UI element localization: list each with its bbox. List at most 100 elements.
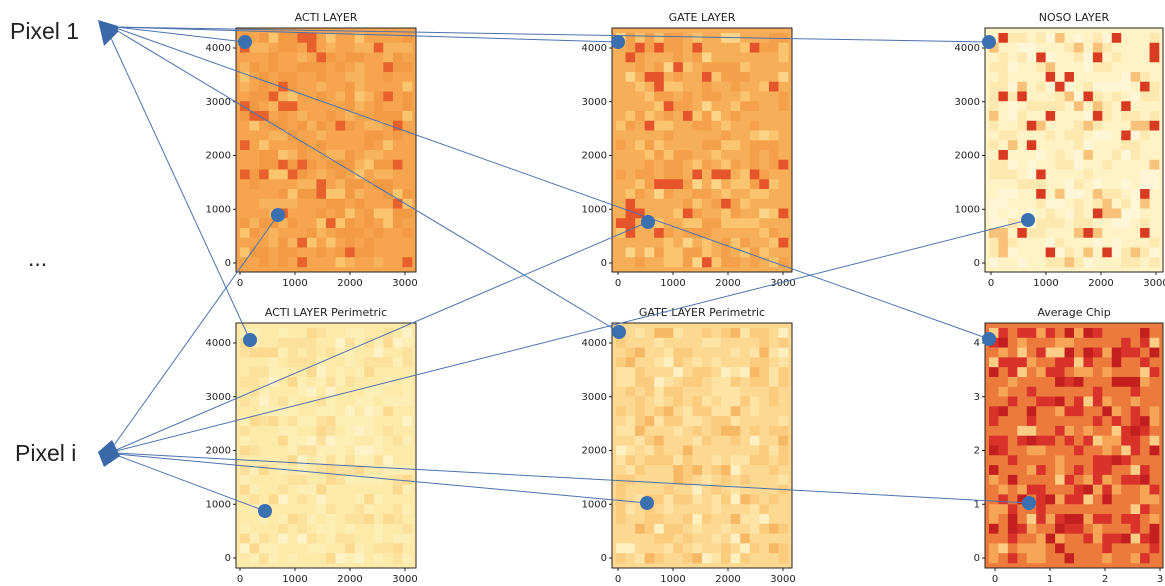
heatmap-cell — [297, 504, 308, 515]
heatmap-cell — [740, 504, 751, 515]
heatmap-cell — [364, 523, 375, 534]
heatmap-cell — [364, 504, 375, 515]
heatmap-cell — [249, 257, 260, 268]
heatmap-cell — [1083, 42, 1094, 53]
heatmap-cell — [364, 337, 375, 348]
heatmap-cell — [345, 159, 355, 170]
heatmap-cell — [1036, 198, 1046, 209]
heatmap-cell — [240, 72, 250, 83]
heatmap-cell — [625, 111, 636, 122]
heatmap-cell — [1074, 218, 1084, 229]
heatmap-cell — [1140, 130, 1150, 141]
heatmap-cell — [1092, 367, 1103, 378]
link — [115, 453, 648, 504]
heatmap-cell — [354, 218, 365, 229]
heatmap-cell — [1074, 406, 1084, 417]
heatmap-cell — [278, 218, 289, 229]
heatmap-cell — [373, 159, 384, 170]
heatmap-cell — [692, 247, 703, 258]
heatmap-cell — [1102, 52, 1113, 63]
heatmap-cell — [383, 237, 394, 248]
heatmap-cell — [635, 228, 645, 239]
heatmap-cell — [259, 337, 269, 348]
heatmap-cell — [711, 111, 722, 122]
heatmap-cell — [1130, 91, 1141, 102]
heatmap-cell — [278, 396, 289, 407]
heatmap-cell — [1036, 553, 1046, 564]
heatmap-cell — [1017, 228, 1028, 239]
heatmap-cell — [673, 72, 684, 83]
heatmap-cell — [721, 159, 731, 170]
heatmap-cell — [278, 474, 289, 485]
heatmap-cell — [1064, 386, 1075, 397]
heatmap-cell — [998, 514, 1009, 525]
heatmap-cell — [1102, 42, 1113, 53]
heatmap-cell — [721, 445, 731, 456]
heatmap-cell — [1055, 33, 1065, 44]
heatmap-cell — [1121, 416, 1131, 427]
heatmap-cell — [692, 494, 703, 505]
heatmap-cell — [1083, 120, 1094, 131]
pixel-label: Pixel i — [15, 440, 76, 466]
heatmap-cell — [778, 218, 789, 229]
y-tick-label: 4000 — [955, 43, 980, 54]
heatmap-cell — [1007, 337, 1018, 348]
heatmap-cell — [345, 328, 355, 339]
y-tick-label: 4000 — [206, 43, 231, 54]
heatmap-cell — [392, 130, 403, 141]
heatmap-cell — [316, 247, 327, 258]
heatmap-cell — [1064, 189, 1075, 200]
heatmap-cell — [1149, 257, 1160, 268]
heatmap-cell — [383, 228, 394, 239]
heatmap-cell — [721, 257, 731, 268]
heatmap-cell — [326, 376, 336, 388]
heatmap-cell — [1017, 120, 1028, 131]
heatmap-cell — [259, 101, 269, 112]
heatmap-cell — [1102, 208, 1113, 219]
heatmap-cell — [682, 465, 693, 476]
plot-frame — [984, 27, 1164, 273]
heatmap-cell — [1102, 130, 1113, 141]
heatmap-cell — [1074, 150, 1084, 161]
heatmap-cell — [711, 228, 722, 239]
heatmap-cell — [768, 494, 779, 505]
heatmap-cell — [730, 228, 741, 239]
heatmap-cell — [364, 553, 375, 564]
heatmap-cell — [335, 111, 346, 122]
heatmap-cell — [1026, 101, 1037, 112]
heatmap-cell — [364, 159, 375, 170]
heatmap-cell — [663, 494, 674, 505]
heatmap-cell — [364, 406, 375, 417]
heatmap-cell — [1140, 553, 1150, 564]
heatmap-cell — [1007, 376, 1018, 388]
heatmap-cell — [297, 189, 308, 200]
heatmap-cell — [740, 435, 751, 446]
heatmap-cell — [1130, 130, 1141, 141]
heatmap-cell — [730, 247, 741, 258]
heatmap-cell — [702, 376, 712, 388]
heatmap-cell — [740, 357, 751, 368]
heatmap-cell — [383, 523, 394, 534]
heatmap-cell — [1026, 62, 1037, 73]
heatmap-cell — [625, 347, 636, 358]
heatmap-cell — [998, 416, 1009, 427]
heatmap-cell — [306, 91, 317, 102]
heatmap-cell — [759, 523, 770, 534]
heatmap-cell — [635, 33, 645, 44]
heatmap-cell — [1121, 189, 1131, 200]
heatmap-cell — [644, 523, 655, 534]
heatmap-cell — [759, 357, 770, 368]
heatmap-cell — [259, 247, 269, 258]
heatmap-cell — [1036, 406, 1046, 417]
heatmap-cell — [654, 218, 665, 229]
heatmap-cell — [1121, 347, 1131, 358]
heatmap-cell — [1074, 357, 1084, 368]
heatmap-cell — [364, 101, 375, 112]
heatmap-cell — [616, 62, 626, 73]
heatmap-cell — [278, 445, 289, 456]
heatmap-cell — [240, 386, 250, 397]
y-tick-label: 0 — [225, 258, 231, 269]
heatmap-cell — [740, 208, 751, 219]
heatmap-cell — [1111, 386, 1122, 397]
heatmap-cell — [989, 81, 999, 92]
